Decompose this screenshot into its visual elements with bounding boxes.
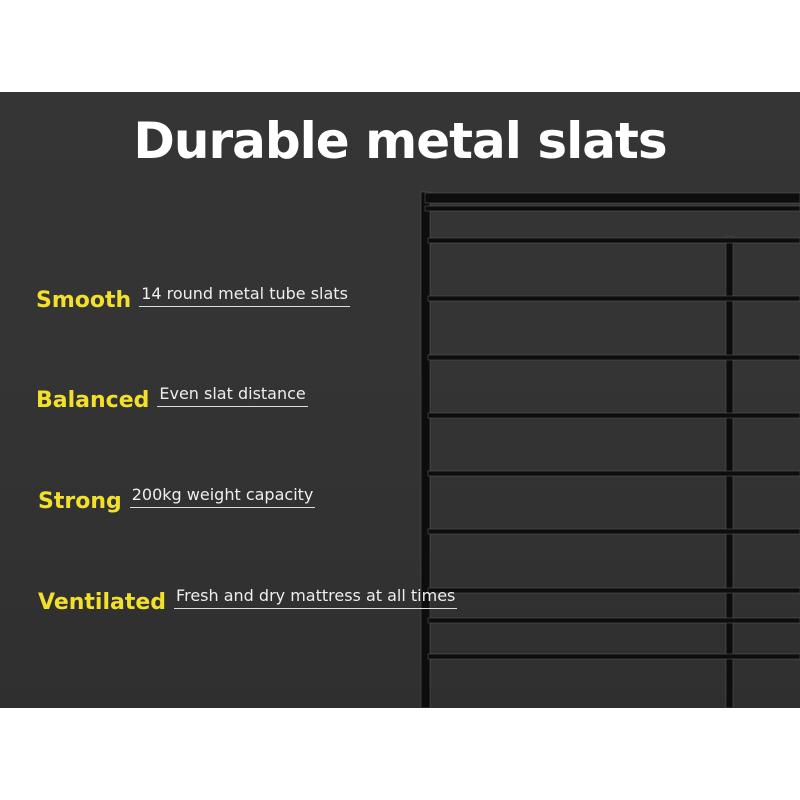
dark-background-panel [0,92,800,708]
slat [427,470,800,477]
feature-label: Ventilated [38,590,167,615]
feature-text: Fresh and dry mattress at all times [174,586,458,609]
frame-rail [424,205,800,212]
feature-label: Balanced [36,388,150,413]
bed-frame-image [420,191,800,708]
feature-label: Strong [38,489,122,514]
feature-text: 200kg weight capacity [129,485,316,508]
feature-label: Smooth [36,288,132,313]
feature-strong: Strong 200kg weight capacity [38,485,316,514]
feature-ventilated: Ventilated Fresh and dry mattress at all… [38,586,458,615]
feature-text: Even slat distance [157,384,308,407]
feature-text: 14 round metal tube slats [139,284,350,307]
feature-balanced: Balanced Even slat distance [36,384,308,413]
frame-top-rail [424,192,800,204]
slat [427,295,800,302]
slat [427,237,800,244]
page-title: Durable metal slats [133,112,667,170]
slat [427,354,800,361]
slat [427,587,800,594]
slat [427,412,800,419]
slat [427,653,800,660]
slat [427,617,800,624]
frame-post [420,191,431,708]
feature-smooth: Smooth 14 round metal tube slats [36,284,350,313]
slat [427,528,800,535]
